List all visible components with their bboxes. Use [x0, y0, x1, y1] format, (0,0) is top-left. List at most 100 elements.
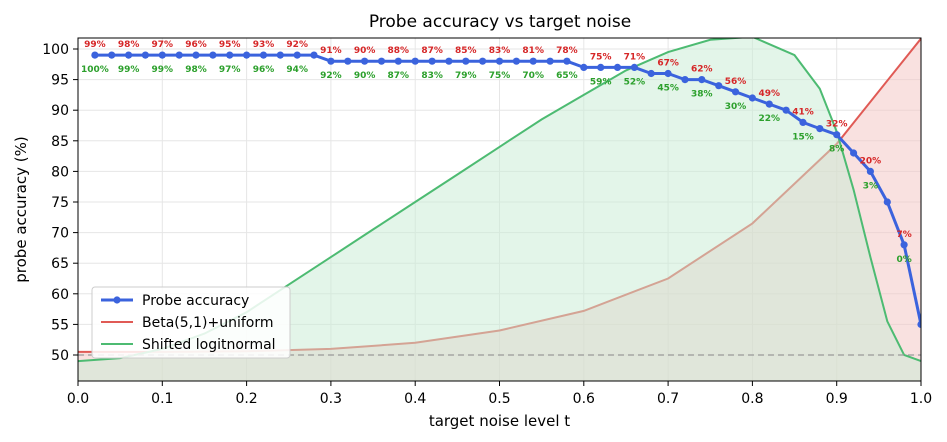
- x-tick-label: 0.7: [657, 391, 679, 407]
- annotation-red: 91%: [320, 46, 342, 56]
- y-tick-label: 85: [51, 134, 69, 150]
- probe-accuracy-point: [259, 51, 268, 59]
- x-tick-label: 0.0: [67, 391, 89, 407]
- annotation-red: 62%: [691, 65, 713, 75]
- annotation-green: 30%: [725, 102, 747, 112]
- probe-accuracy-point: [597, 63, 605, 71]
- annotation-green: 94%: [286, 65, 308, 75]
- annotation-green: 59%: [590, 77, 612, 87]
- probe-accuracy-point: [782, 106, 790, 114]
- annotation-red: 85%: [455, 46, 477, 56]
- x-axis-label: target noise level t: [429, 412, 570, 430]
- legend-label: Beta(5,1)+uniform: [142, 315, 273, 331]
- probe-accuracy-point: [445, 57, 453, 65]
- annotation-red: 83%: [489, 46, 511, 56]
- probe-accuracy-point: [563, 57, 571, 65]
- annotation-red: 20%: [860, 156, 882, 166]
- probe-accuracy-point: [529, 57, 537, 65]
- probe-accuracy-point: [731, 88, 740, 96]
- annotation-green: 65%: [556, 71, 578, 81]
- annotation-green: 98%: [185, 65, 207, 75]
- probe-accuracy-point: [479, 57, 487, 65]
- probe-accuracy-point: [883, 198, 891, 206]
- y-tick-label: 55: [51, 317, 69, 333]
- y-tick-label: 60: [51, 287, 69, 303]
- y-tick-label: 100: [42, 42, 69, 58]
- probe-accuracy-point: [816, 125, 824, 133]
- probe-accuracy-point: [866, 167, 875, 175]
- annotation-red: 41%: [792, 107, 814, 117]
- probe-accuracy-point: [394, 57, 402, 65]
- probe-accuracy-point: [377, 57, 386, 65]
- probe-accuracy-point: [900, 241, 908, 249]
- probe-accuracy-point: [715, 82, 723, 90]
- annotation-red: 87%: [421, 46, 443, 56]
- x-tick-label: 0.6: [573, 391, 595, 407]
- annotation-red: 99%: [84, 40, 106, 50]
- chart-title: Probe accuracy vs target noise: [369, 12, 631, 32]
- x-tick-label: 0.9: [826, 391, 848, 407]
- x-tick-label: 1.0: [910, 391, 932, 407]
- x-tick-label: 0.1: [151, 391, 173, 407]
- annotation-green: 83%: [421, 71, 443, 81]
- probe-accuracy-point: [158, 51, 166, 59]
- annotation-green: 99%: [152, 65, 174, 75]
- legend-marker: [113, 296, 121, 304]
- probe-accuracy-point: [580, 63, 588, 71]
- legend-label: Probe accuracy: [142, 293, 249, 309]
- annotation-red: 97%: [152, 40, 174, 50]
- annotation-red: 32%: [826, 120, 848, 130]
- probe-accuracy-point: [226, 51, 234, 59]
- annotation-red: 96%: [185, 40, 207, 50]
- probe-accuracy-point: [630, 63, 639, 71]
- annotation-green: 8%: [829, 145, 844, 155]
- probe-accuracy-point: [209, 51, 217, 59]
- legend-box: [91, 286, 291, 359]
- probe-accuracy-point: [698, 76, 706, 84]
- y-tick-label: 70: [51, 226, 69, 242]
- annotation-green: 97%: [219, 65, 241, 75]
- probe-accuracy-point: [125, 51, 133, 59]
- y-axis-ticks: 50 55 60 65 70 75 80 85 90 95 100: [42, 42, 78, 364]
- probe-accuracy-point: [917, 320, 921, 328]
- probe-accuracy-point: [327, 57, 335, 65]
- probe-accuracy-point: [293, 51, 301, 59]
- annotation-green: 99%: [118, 65, 140, 75]
- annotation-red: 67%: [657, 59, 679, 69]
- y-tick-label: 65: [51, 256, 69, 272]
- annotation-red: 93%: [253, 40, 275, 50]
- probe-accuracy-point: [546, 57, 554, 65]
- x-tick-label: 0.3: [320, 391, 342, 407]
- probe-accuracy-point: [850, 149, 858, 157]
- probe-accuracy-point: [310, 51, 318, 59]
- annotation-red: 98%: [118, 40, 140, 50]
- y-axis-label: probe accuracy (%): [12, 136, 30, 282]
- probe-accuracy-point: [108, 51, 116, 59]
- probe-accuracy-point: [799, 118, 807, 126]
- probe-accuracy-point: [361, 57, 369, 65]
- y-tick-label: 80: [51, 164, 69, 180]
- x-tick-label: 0.8: [741, 391, 763, 407]
- y-tick-label: 90: [51, 103, 69, 119]
- annotation-red: 88%: [388, 46, 410, 56]
- annotation-red: 7%: [896, 230, 911, 240]
- annotation-red: 71%: [624, 52, 646, 62]
- annotation-green: 52%: [624, 77, 646, 87]
- annotation-red: 95%: [219, 40, 241, 50]
- annotation-green: 75%: [489, 71, 511, 81]
- y-tick-label: 50: [51, 348, 69, 364]
- annotation-green: 0%: [896, 255, 911, 265]
- probe-accuracy-point: [175, 51, 183, 59]
- probe-accuracy-point: [664, 69, 672, 78]
- annotation-red: 75%: [590, 52, 612, 62]
- y-tick-label: 95: [51, 73, 69, 89]
- annotation-green: 79%: [455, 71, 477, 81]
- x-tick-label: 0.5: [488, 391, 510, 407]
- annotation-green: 90%: [354, 71, 376, 81]
- annotation-green: 15%: [792, 132, 814, 142]
- annotation-green: 3%: [863, 181, 878, 191]
- probe-accuracy-point: [344, 57, 352, 65]
- probe-accuracy-point: [192, 51, 200, 59]
- probe-accuracy-point: [765, 100, 773, 108]
